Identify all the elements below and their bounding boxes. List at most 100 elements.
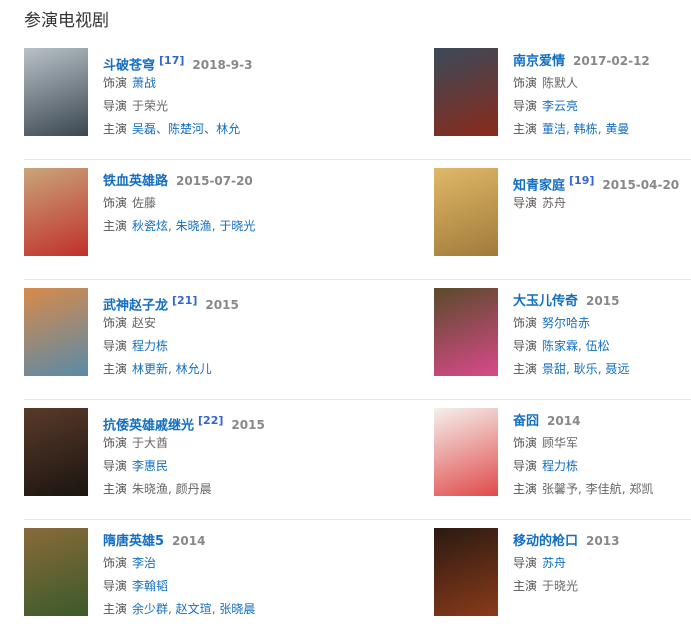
person-name: 于大酋: [132, 436, 169, 450]
credit-label: 导演: [513, 339, 538, 353]
credit-label: 导演: [513, 556, 538, 570]
credit-label: 主演: [103, 362, 128, 376]
citation-link[interactable]: [21]: [172, 294, 198, 307]
drama-info: 大玉儿传奇 2015 饰演 努尔哈赤 导演 陈家霖, 伍松 主演 景甜, 耿乐, 聂远: [513, 290, 629, 381]
credit-label: 饰演: [103, 196, 128, 210]
drama-title-link[interactable]: 斗破苍穹: [103, 58, 156, 74]
credit-label: 主演: [103, 602, 128, 616]
poster-image[interactable]: [24, 408, 88, 496]
drama-info: 移动的枪口 2013 导演 苏舟 主演 于晓光: [513, 530, 619, 598]
person-link[interactable]: 伍松: [585, 339, 610, 353]
credit-label: 主演: [513, 579, 538, 593]
person-link[interactable]: 聂远: [605, 362, 630, 376]
right-column: 南京爱情 2017-02-12 饰演 陈默人 导演 李云亮 主演 董洁, 韩栋, 黄曼 知青家庭…: [345, 40, 691, 640]
release-date: 2017-02-12: [573, 54, 650, 68]
person-link[interactable]: 努尔哈赤: [542, 316, 591, 330]
poster-image[interactable]: [434, 288, 498, 376]
person-link[interactable]: 陈家霖: [542, 339, 579, 353]
credit-label: 导演: [103, 579, 128, 593]
person-name: 赵安: [132, 316, 157, 330]
credit-label: 主演: [513, 122, 538, 136]
poster-image[interactable]: [24, 48, 88, 136]
citation-link[interactable]: [17]: [159, 54, 185, 67]
person-link[interactable]: 萧战: [132, 76, 157, 90]
person-link[interactable]: 林允: [216, 122, 241, 136]
person-link[interactable]: 李惠民: [132, 459, 169, 473]
release-date: 2014: [547, 414, 581, 428]
credit-label: 导演: [103, 459, 128, 473]
person-link[interactable]: 董洁: [542, 122, 567, 136]
person-name: 陈默人: [542, 76, 579, 90]
person-link[interactable]: 秋瓷炫: [132, 219, 169, 233]
separator: ,: [578, 482, 586, 496]
drama-title-link[interactable]: 武神赵子龙: [103, 298, 169, 314]
poster-image[interactable]: [24, 168, 88, 256]
citation-link[interactable]: [19]: [569, 174, 595, 187]
drama-info: 隋唐英雄5 2014 饰演 李治导演 李翰韬主演 余少群, 赵文瑄, 张晓晨: [103, 530, 255, 621]
person-link[interactable]: 赵文瑄: [175, 602, 212, 616]
person-link[interactable]: 李翰韬: [132, 579, 169, 593]
drama-title-link[interactable]: 铁血英雄路: [103, 174, 169, 189]
title-line: 武神赵子龙 [21] 2015: [103, 290, 239, 314]
person-name: 于晓光: [542, 579, 579, 593]
credit-line: 导演 苏舟: [513, 192, 679, 215]
separator: ,: [168, 362, 176, 376]
credit-line: 饰演 萧战: [103, 72, 252, 95]
person-link[interactable]: 李云亮: [542, 99, 579, 113]
poster-image[interactable]: [434, 408, 498, 496]
credit-line: 主演 余少群, 赵文瑄, 张晓晨: [103, 598, 255, 621]
person-link[interactable]: 景甜: [542, 362, 567, 376]
person-link[interactable]: 余少群: [132, 602, 169, 616]
person-link[interactable]: 于晓光: [219, 219, 256, 233]
person-link[interactable]: 苏舟: [542, 556, 567, 570]
drama-item: 知青家庭 [19] 2015-04-20 导演 苏舟: [345, 160, 691, 280]
credit-label: 导演: [103, 339, 128, 353]
person-link[interactable]: 耿乐: [573, 362, 598, 376]
person-link[interactable]: 程力栋: [542, 459, 579, 473]
person-link[interactable]: 黄曼: [605, 122, 630, 136]
credit-line: 导演 于荣光: [103, 95, 252, 118]
credit-label: 饰演: [513, 76, 538, 90]
drama-item: 武神赵子龙 [21] 2015 饰演 赵安 导演 程力栋 主演 林更新, 林允儿: [24, 280, 345, 400]
drama-title-link[interactable]: 移动的枪口: [513, 534, 579, 549]
person-link[interactable]: 程力栋: [132, 339, 169, 353]
credit-label: 饰演: [103, 76, 128, 90]
drama-title-link[interactable]: 知青家庭: [513, 178, 566, 194]
person-link[interactable]: 朱晓渔: [175, 219, 212, 233]
poster-image[interactable]: [434, 48, 498, 136]
release-date: 2013: [586, 534, 620, 548]
credit-label: 饰演: [103, 316, 128, 330]
person-name: 顾华军: [542, 436, 579, 450]
person-link[interactable]: 韩栋: [573, 122, 598, 136]
drama-title-link[interactable]: 隋唐英雄5: [103, 534, 165, 549]
person-link[interactable]: 陈楚河: [168, 122, 205, 136]
drama-info: 铁血英雄路 2015-07-20 饰演 佐藤 主演 秋瓷炫, 朱晓渔, 于晓光: [103, 170, 255, 238]
person-link[interactable]: 林允儿: [175, 362, 212, 376]
person-link[interactable]: 张晓晨: [219, 602, 256, 616]
credit-line: 饰演 陈默人: [513, 72, 650, 95]
poster-image[interactable]: [434, 168, 498, 256]
drama-title-link[interactable]: 奋囧: [513, 414, 540, 429]
drama-title-link[interactable]: 南京爱情: [513, 54, 566, 69]
drama-title-link[interactable]: 抗倭英雄戚继光: [103, 418, 195, 434]
credit-label: 主演: [513, 362, 538, 376]
person-link[interactable]: 李治: [132, 556, 157, 570]
credit-label: 饰演: [103, 436, 128, 450]
credit-label: 饰演: [513, 436, 538, 450]
credit-line: 饰演 于大酋: [103, 432, 265, 455]
release-date: 2018-9-3: [192, 58, 253, 73]
credit-line: 饰演 李治: [103, 552, 255, 575]
person-link[interactable]: 林更新: [132, 362, 169, 376]
separator: ,: [621, 482, 630, 496]
poster-image[interactable]: [434, 528, 498, 616]
credit-label: 主演: [513, 482, 538, 496]
drama-title-link[interactable]: 大玉儿传奇: [513, 294, 579, 309]
release-date: 2014: [172, 534, 206, 548]
poster-image[interactable]: [24, 288, 88, 376]
poster-image[interactable]: [24, 528, 88, 616]
person-link[interactable]: 吴磊: [132, 122, 157, 136]
credit-line: 导演 程力栋: [513, 455, 653, 478]
credit-line: 主演 于晓光: [513, 575, 619, 598]
citation-link[interactable]: [22]: [198, 414, 224, 427]
title-line: 南京爱情 2017-02-12: [513, 50, 650, 72]
